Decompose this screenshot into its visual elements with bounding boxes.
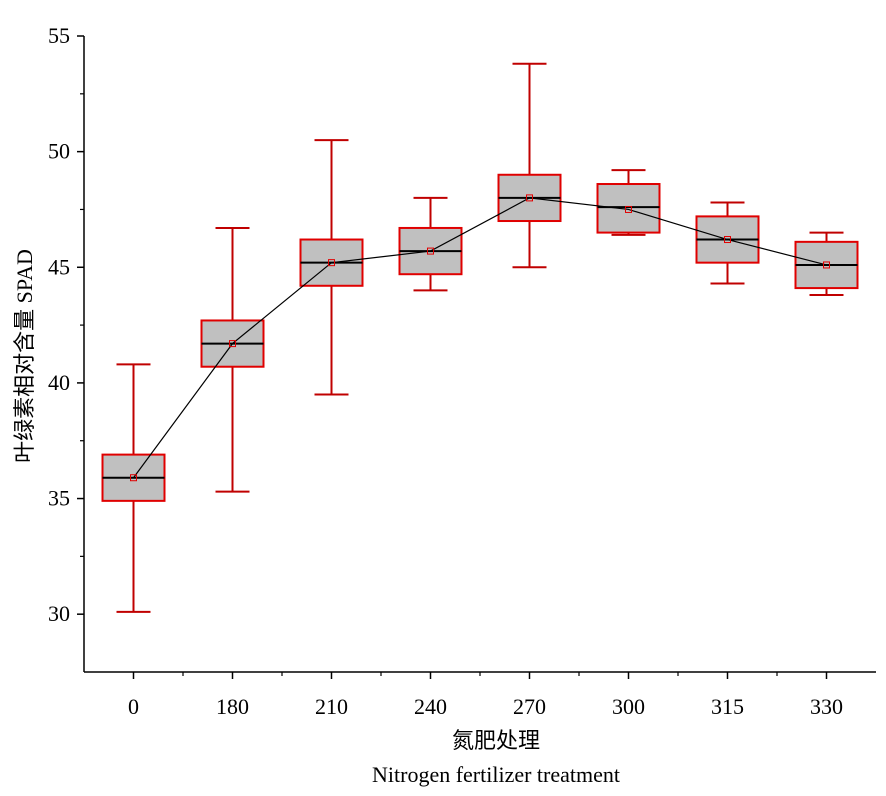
y-axis-title: 叶绿素相对含量 SPAD xyxy=(12,249,37,463)
x-tick-label: 240 xyxy=(414,694,447,719)
y-tick-label: 45 xyxy=(48,254,70,279)
mean-marker xyxy=(427,247,434,255)
box-series xyxy=(101,62,859,613)
x-tick-label: 315 xyxy=(711,694,744,719)
axes: 30 35 40 45 50 55 0 180 210 240 270 300 315 330 xyxy=(48,23,876,719)
x-tick-label: 330 xyxy=(810,694,843,719)
box-270 xyxy=(497,62,562,269)
box-330 xyxy=(794,231,859,297)
box-240 xyxy=(398,196,463,292)
mean-marker xyxy=(823,261,830,269)
mean-series xyxy=(130,194,830,482)
x-tick-label: 270 xyxy=(513,694,546,719)
x-axis-title-cn: 氮肥处理 xyxy=(452,728,540,753)
y-tick-label: 35 xyxy=(48,486,70,511)
mean-marker xyxy=(625,205,632,213)
box-315 xyxy=(695,201,760,285)
y-tick-label: 30 xyxy=(48,601,70,626)
mean-marker xyxy=(724,236,731,244)
x-axis-title-en: Nitrogen fertilizer treatment xyxy=(372,762,620,787)
mean-marker xyxy=(526,194,533,202)
box-180 xyxy=(200,226,265,493)
y-tick-label: 55 xyxy=(48,23,70,48)
mean-line xyxy=(133,197,827,479)
x-tick-label: 0 xyxy=(128,694,139,719)
box-0 xyxy=(101,363,166,613)
iqr-box xyxy=(596,183,661,234)
mean-marker xyxy=(130,474,137,482)
x-tick-label: 300 xyxy=(612,694,645,719)
mean-marker xyxy=(328,259,335,267)
x-tick-label: 180 xyxy=(216,694,249,719)
y-tick-label: 50 xyxy=(48,139,70,164)
y-tick-label: 40 xyxy=(48,370,70,395)
box-300 xyxy=(596,169,661,236)
mean-marker xyxy=(229,340,236,348)
box-210 xyxy=(299,139,364,396)
x-tick-label: 210 xyxy=(315,694,348,719)
